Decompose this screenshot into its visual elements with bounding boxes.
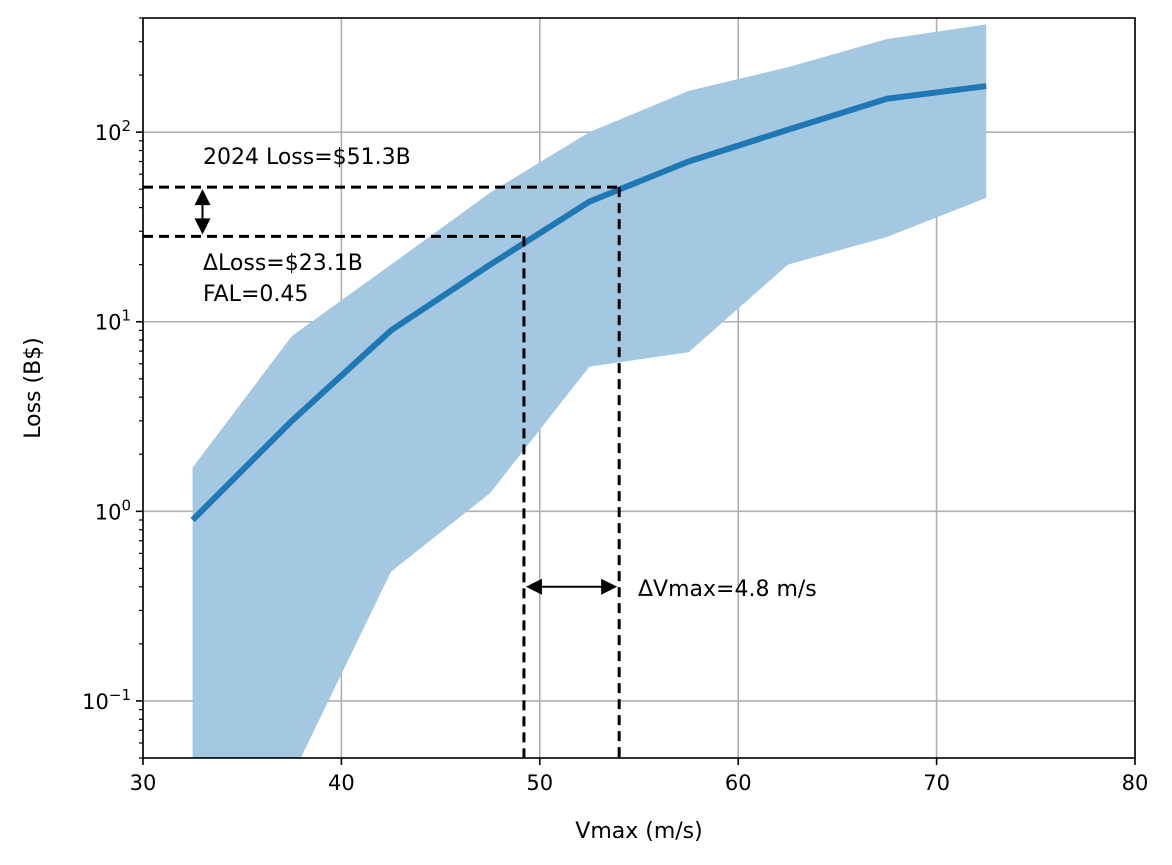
x-tick-label: 60 — [725, 771, 752, 795]
x-tick-label: 80 — [1122, 771, 1149, 795]
delta-loss-arrowhead-up — [194, 189, 211, 206]
plot-frame — [142, 17, 1136, 759]
y-tick-label: 10−1 — [82, 686, 131, 714]
annotation-fal: FAL=0.45 — [203, 282, 308, 307]
series-line-layer — [190, 83, 987, 523]
y-tick-label: 102 — [95, 117, 131, 145]
annotation-2024-loss: 2024 Loss=$51.3B — [203, 145, 411, 170]
uncertainty-band-layer — [192, 24, 987, 758]
annotation-delta-loss: ΔLoss=$23.1B — [203, 251, 363, 276]
y-tick-label: 101 — [95, 307, 131, 335]
x-tick-label: 40 — [328, 771, 355, 795]
y-tick-label: 100 — [95, 496, 131, 524]
axis-ticks: 30 40 50 60 70 80 10−1 100 101 102 — [82, 17, 1149, 795]
delta-vmax-arrowhead-right — [601, 578, 618, 595]
annotation-delta-vmax: ΔVmax=4.8 m/s — [638, 577, 817, 602]
reference-lines-layer — [143, 185, 621, 758]
x-tick-label: 70 — [923, 771, 950, 795]
delta-vmax-arrowhead-left — [525, 578, 542, 595]
uncertainty-band — [192, 24, 987, 758]
x-tick-label: 50 — [526, 771, 553, 795]
loss-series-line — [190, 83, 987, 523]
x-axis-title: Vmax (m/s) — [575, 819, 702, 844]
delta-loss-arrowhead-down — [194, 218, 211, 235]
y-axis-title: Loss (B$) — [21, 337, 46, 439]
x-tick-label: 30 — [130, 771, 157, 795]
